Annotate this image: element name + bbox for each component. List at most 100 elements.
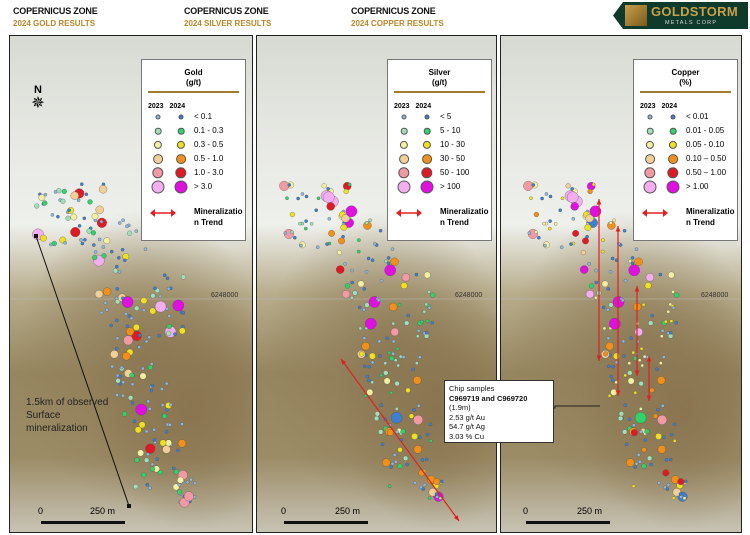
sample-dot xyxy=(655,367,659,372)
sample-dot xyxy=(149,388,154,393)
sample-dot xyxy=(165,408,169,412)
sample-dot xyxy=(571,217,576,221)
sample-dot xyxy=(61,188,67,194)
sample-dot xyxy=(117,256,121,260)
sample-dot xyxy=(144,429,149,434)
sample-dot xyxy=(110,364,114,369)
sample-dot xyxy=(341,214,350,223)
sample-dot xyxy=(671,496,676,500)
sample-dot xyxy=(91,212,99,220)
legend-dot-2024 xyxy=(670,114,676,120)
sample-dot xyxy=(674,292,680,298)
sample-dot xyxy=(140,297,148,304)
sample-dot xyxy=(327,217,332,221)
sample-dot xyxy=(60,198,66,204)
sample-dot xyxy=(628,259,632,264)
sample-dot xyxy=(165,276,170,281)
sample-dot xyxy=(622,429,628,435)
sample-dot xyxy=(283,231,288,235)
sample-dot xyxy=(150,462,155,467)
arrowhead-icon xyxy=(634,370,640,376)
sample-dot xyxy=(157,333,161,338)
sample-dot xyxy=(594,268,598,273)
sample-dot xyxy=(141,472,147,478)
sample-dot xyxy=(400,282,408,289)
sample-dot xyxy=(633,465,637,469)
sample-dot xyxy=(650,313,654,318)
chip-title: Chip samples xyxy=(449,384,495,393)
legend-class-label: > 100 xyxy=(440,182,461,191)
sample-dot xyxy=(433,478,441,485)
sample-dot xyxy=(172,299,185,312)
sample-dot xyxy=(362,307,366,312)
northing-label: 6248000 xyxy=(701,292,729,299)
sample-dot xyxy=(98,185,108,194)
arrowhead-icon xyxy=(634,286,640,292)
sample-dot xyxy=(367,364,372,369)
sample-dot xyxy=(146,399,150,404)
sample-dot xyxy=(304,219,308,223)
sample-dot xyxy=(380,442,385,446)
sample-dot xyxy=(357,280,365,288)
sample-dot xyxy=(121,411,128,417)
sample-dot xyxy=(135,403,147,416)
legend-dot-2024 xyxy=(420,180,434,194)
sample-dot xyxy=(70,227,81,238)
sample-dot xyxy=(177,476,184,484)
sample-dot xyxy=(350,295,354,300)
sample-dot xyxy=(589,205,602,218)
legend-row: < 5 xyxy=(388,110,491,124)
sample-dot xyxy=(97,237,102,242)
sample-dot xyxy=(416,334,420,338)
sample-dot xyxy=(413,445,422,454)
sample-dot xyxy=(359,351,365,357)
sample-dot xyxy=(143,247,148,251)
sample-dot xyxy=(427,496,432,500)
sample-dot xyxy=(168,423,172,427)
northing-label: 6248000 xyxy=(211,292,239,299)
sample-dot xyxy=(608,221,613,225)
gold-legend: Gold (g/t) 2023 2024 < 0.1 0.1 - 0.3 0.3 - 0.… xyxy=(141,59,246,241)
chip-au: 2.53 g/t Au xyxy=(449,412,485,422)
legend-years: 2023 2024 xyxy=(394,103,432,110)
sample-dot xyxy=(304,194,309,199)
legend-class-label: > 1.00 xyxy=(686,182,709,191)
sample-dot xyxy=(386,261,391,265)
scale-bar xyxy=(284,521,368,524)
panel-header-copper: COPERNICUS ZONE 2024 COPPER RESULTS xyxy=(351,6,444,28)
sample-dot xyxy=(370,360,375,365)
sample-dot xyxy=(95,205,104,214)
sample-dot xyxy=(634,461,639,466)
legend-dot-2024 xyxy=(174,180,188,194)
sample-dot xyxy=(418,355,422,359)
sample-dot xyxy=(138,421,146,429)
sample-dot xyxy=(80,241,85,246)
sample-dot xyxy=(51,240,57,247)
logo-name: GOLDSTORM xyxy=(651,4,738,19)
sample-dot xyxy=(385,336,389,340)
chip-cu: 3.03 % Cu xyxy=(449,431,485,441)
sample-dot xyxy=(147,364,153,371)
sample-dot xyxy=(125,224,129,229)
sample-dot xyxy=(627,370,633,376)
legend-row: > 1.00 xyxy=(634,180,737,194)
sample-dot xyxy=(328,230,335,237)
north-label: N xyxy=(34,84,42,96)
sample-dot xyxy=(636,453,641,457)
sample-dot xyxy=(169,402,173,407)
legend-row: 10 - 30 xyxy=(388,138,491,152)
sample-dot xyxy=(92,255,98,261)
sample-dot xyxy=(56,214,60,219)
sample-dot xyxy=(606,307,610,312)
legend-row: 30 - 50 xyxy=(388,152,491,166)
sample-dot xyxy=(105,308,109,312)
sample-dot xyxy=(542,221,546,226)
legend-row: 0.01 - 0.05 xyxy=(634,124,737,138)
chip-ag: 54.7 g/t Ag xyxy=(449,422,485,431)
legend-rule xyxy=(640,91,731,93)
trend-arrow-icon xyxy=(396,209,422,217)
sample-dot xyxy=(600,249,605,254)
sample-dot xyxy=(594,280,598,285)
sample-dot xyxy=(641,463,647,469)
sample-dot xyxy=(677,478,685,485)
